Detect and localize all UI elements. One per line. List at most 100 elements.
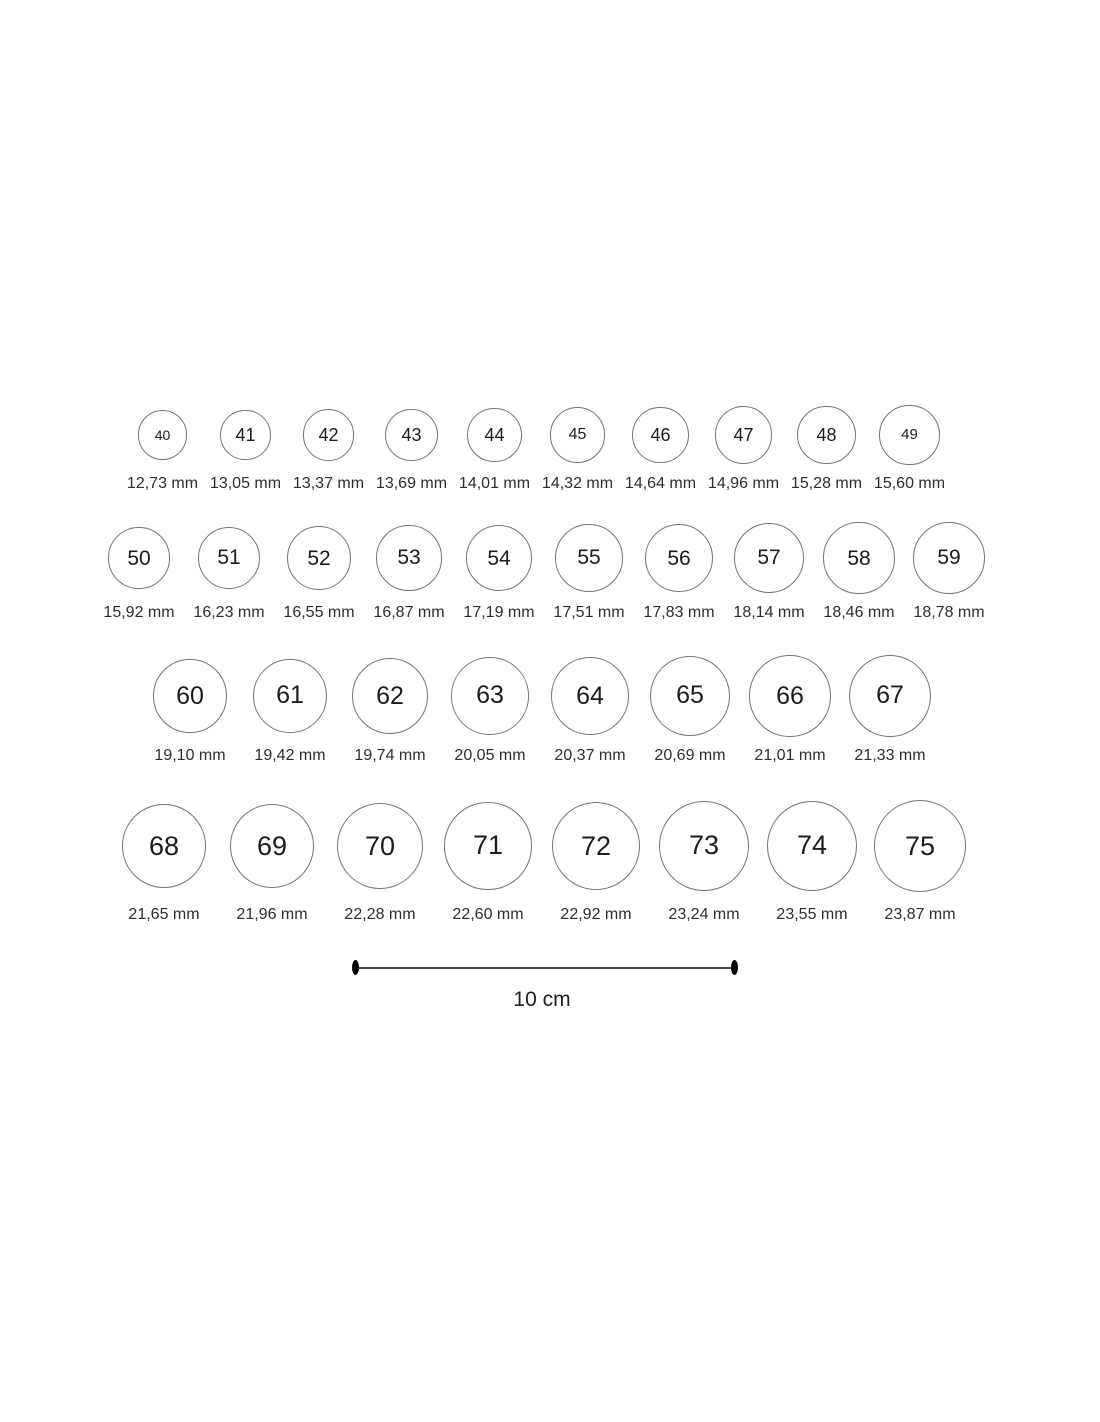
ring-cell: 60 19,10 mm [140,654,240,765]
ring-cell: 70 22,28 mm [326,799,434,924]
ring-cell: 61 19,42 mm [240,654,340,765]
ring-circle-area: 57 [733,521,804,595]
ring-size-number: 67 [876,681,904,710]
ring-diameter-label: 22,28 mm [344,906,416,923]
ring-circle-area: 42 [302,404,355,466]
ring-cell: 57 18,14 mm [724,521,814,622]
ring-cell: 71 22,60 mm [434,799,542,924]
ring-cell: 62 19,74 mm [340,654,440,765]
ring-circle: 53 [376,525,442,591]
ring-circle-area: 43 [385,404,438,466]
ring-size-number: 61 [276,681,304,710]
ring-row: 50 15,92 mm 51 16,23 mm 52 16,55 mm 53 16,87 mm… [0,521,1094,622]
ring-diameter-label: 21,01 mm [754,747,826,764]
ring-circle-area: 53 [376,521,442,595]
ring-size-number: 53 [397,546,421,570]
ring-cell: 53 16,87 mm [364,521,454,622]
ring-circle: 49 [879,404,940,466]
ring-cell: 55 17,51 mm [544,521,634,622]
ring-circle-area: 74 [766,799,858,893]
ring-diameter-label: 17,83 mm [643,604,715,621]
ring-cell: 45 14,32 mm [536,404,619,493]
ring-row: 60 19,10 mm 61 19,42 mm 62 19,74 mm 63 20,05 mm… [0,654,1090,765]
ring-diameter-label: 20,69 mm [654,747,726,764]
ring-size-number: 63 [476,681,504,710]
ring-cell: 42 13,37 mm [287,404,370,493]
ring-cell: 66 21,01 mm [740,654,840,765]
ring-circle-area: 71 [444,799,532,893]
ring-diameter-label: 13,69 mm [375,475,448,492]
ring-cell: 75 23,87 mm [866,799,974,924]
ring-circle: 68 [122,804,206,888]
ring-size-number: 60 [176,681,204,710]
ring-size-number: 50 [127,546,151,570]
ring-size-number: 71 [472,830,504,861]
ring-diameter-label: 19,42 mm [254,747,326,764]
ring-circle-area: 59 [912,521,986,595]
ring-size-number: 40 [154,427,171,443]
ring-circle-area: 49 [879,404,940,466]
ring-cell: 67 21,33 mm [840,654,940,765]
ring-diameter-label: 20,05 mm [454,747,526,764]
ring-diameter-label: 13,05 mm [209,475,282,492]
ring-circle-area: 40 [137,404,188,466]
ring-circle: 58 [823,522,895,594]
ring-circle: 67 [848,654,932,738]
scale-line [359,966,731,969]
ring-circle: 42 [302,409,355,461]
ring-size-number: 62 [376,681,404,710]
ring-rows: 40 12,73 mm 41 13,05 mm 42 13,37 mm 43 13,69 mm… [0,404,1094,924]
ring-circle-area: 58 [823,521,895,595]
ring-cell: 73 23,24 mm [650,799,758,924]
ring-circle: 47 [714,406,773,464]
ring-size-number: 70 [364,830,396,861]
ring-size-number: 69 [256,830,288,861]
ring-diameter-label: 18,78 mm [913,604,985,621]
ring-circle-area: 67 [848,654,932,738]
ring-circle-area: 52 [287,521,351,595]
ring-size-number: 47 [733,424,754,445]
ring-circle: 75 [873,799,967,893]
ring-size-number: 52 [307,546,331,570]
ring-cell: 74 23,55 mm [758,799,866,924]
ring-cell: 59 18,78 mm [904,521,994,622]
ring-cell: 41 13,05 mm [204,404,287,493]
ring-circle: 43 [385,408,438,462]
ring-diameter-label: 20,37 mm [554,747,626,764]
ring-size-number: 75 [904,830,936,861]
ring-circle: 65 [650,656,730,736]
ring-circle-area: 65 [650,654,730,738]
ring-circle: 59 [912,521,986,595]
ring-circle: 61 [252,658,328,734]
scale-endpoint-right-icon [731,960,738,975]
ring-circle-area: 47 [714,404,773,466]
scale-bar [0,960,1095,975]
ring-circle-area: 48 [797,404,856,466]
ring-circle: 52 [287,526,351,590]
ring-diameter-label: 15,92 mm [103,604,175,621]
ring-size-number: 58 [847,546,871,570]
ring-diameter-label: 23,55 mm [776,906,848,923]
ring-circle-area: 60 [153,654,227,738]
ring-cell: 69 21,96 mm [218,799,326,924]
ring-circle: 74 [766,800,858,892]
ring-size-number: 55 [577,546,601,570]
ring-cell: 47 14,96 mm [702,404,785,493]
ring-circle-area: 61 [252,654,328,738]
ring-circle: 55 [555,524,623,592]
ring-diameter-label: 15,60 mm [873,475,946,492]
ring-circle: 69 [229,803,315,889]
ring-circle: 72 [551,801,641,891]
ring-cell: 64 20,37 mm [540,654,640,765]
ring-circle-area: 51 [197,521,261,595]
ring-size-number: 65 [676,681,704,710]
ring-diameter-label: 19,74 mm [354,747,426,764]
ring-cell: 44 14,01 mm [453,404,536,493]
ring-circle: 73 [659,801,749,891]
ring-size-number: 59 [937,546,961,570]
ring-circle-area: 64 [550,654,630,738]
ring-diameter-label: 12,73 mm [126,475,199,492]
ring-cell: 43 13,69 mm [370,404,453,493]
ring-row: 40 12,73 mm 41 13,05 mm 42 13,37 mm 43 13,69 mm… [0,404,1086,493]
ring-size-number: 68 [148,830,180,861]
